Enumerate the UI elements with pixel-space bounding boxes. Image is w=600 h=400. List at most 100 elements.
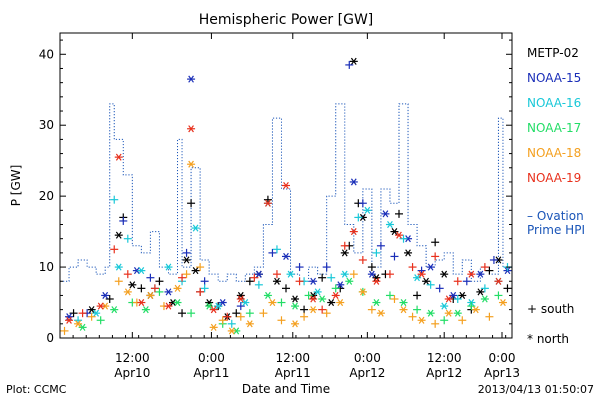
data-point <box>385 220 394 229</box>
data-point <box>413 291 422 300</box>
legend-item: NOAA-18 <box>527 146 581 160</box>
data-point <box>223 312 232 321</box>
series-noaa-17 <box>78 277 503 335</box>
data-point <box>236 295 245 303</box>
data-point <box>372 298 381 307</box>
data-point <box>431 252 440 261</box>
x-tick-label-date: Apr11 <box>193 366 229 380</box>
data-point <box>367 263 376 272</box>
data-point <box>381 210 390 218</box>
x-tick-label-date: Apr13 <box>484 366 520 380</box>
data-point <box>96 316 105 325</box>
x-tick-label-time: 12:00 <box>115 351 150 365</box>
data-point <box>78 309 87 318</box>
data-point <box>345 277 354 285</box>
data-point <box>390 294 399 303</box>
data-point <box>191 224 200 232</box>
data-point <box>259 309 268 318</box>
data-point <box>309 295 318 303</box>
data-point <box>485 312 494 321</box>
data-point <box>372 277 381 285</box>
data-point <box>331 291 340 300</box>
data-point <box>187 160 196 168</box>
legend-item: METP-02 <box>527 46 579 60</box>
data-point <box>96 302 105 310</box>
data-point <box>376 241 385 250</box>
data-point <box>444 309 453 317</box>
data-point <box>390 228 399 236</box>
data-point <box>92 309 101 317</box>
data-point <box>449 291 458 300</box>
legend-north: * north <box>527 332 569 346</box>
data-point <box>431 319 440 328</box>
data-point <box>164 263 173 271</box>
data-point <box>476 270 485 278</box>
data-point <box>214 302 223 310</box>
series-noaa-19 <box>65 125 503 324</box>
data-point <box>196 287 205 296</box>
y-tick-label: 0 <box>46 331 54 345</box>
data-point <box>404 249 413 257</box>
data-point <box>408 263 417 272</box>
data-point <box>218 316 227 325</box>
data-point <box>309 277 318 285</box>
y-axis-title: P [GW] <box>9 165 23 207</box>
data-point <box>295 263 304 272</box>
data-point <box>209 306 218 314</box>
data-point <box>494 291 503 300</box>
data-point <box>435 284 444 293</box>
data-point <box>480 263 489 272</box>
data-point <box>327 273 336 282</box>
data-point <box>78 323 87 331</box>
plot-credit: Plot: CCMC <box>6 383 67 396</box>
data-point <box>494 277 503 285</box>
data-point <box>498 298 507 307</box>
data-point <box>123 270 132 279</box>
data-point <box>150 284 159 293</box>
data-point <box>485 266 494 275</box>
x-tick-label-date: Apr12 <box>426 366 462 380</box>
data-point <box>282 181 290 190</box>
data-point <box>227 327 236 335</box>
data-point <box>376 309 385 317</box>
x-tick-label-date: Apr11 <box>275 366 311 380</box>
data-point <box>431 238 440 247</box>
x-tick-label-time: 0:00 <box>354 351 381 365</box>
data-point <box>399 306 408 314</box>
data-point <box>309 306 318 314</box>
x-tick-label-time: 12:00 <box>275 351 310 365</box>
data-point <box>110 245 119 254</box>
legend-item: NOAA-15 <box>527 71 581 85</box>
data-point <box>205 298 214 307</box>
data-point <box>105 294 114 303</box>
data-point <box>218 298 227 307</box>
data-point <box>480 295 489 303</box>
data-point <box>444 295 453 303</box>
data-point <box>367 305 376 314</box>
data-point <box>200 284 209 293</box>
data-point <box>417 316 426 324</box>
data-point <box>417 270 426 278</box>
data-point <box>318 305 327 314</box>
data-point <box>300 312 309 321</box>
data-point <box>286 270 295 278</box>
data-point <box>476 288 485 296</box>
data-point <box>277 316 286 325</box>
data-point <box>155 277 164 286</box>
data-point <box>282 284 290 293</box>
series-noaa-15 <box>65 60 512 321</box>
legend-south: + south <box>527 302 574 316</box>
data-point <box>114 263 123 271</box>
data-point <box>318 273 327 282</box>
legend-item: NOAA-19 <box>527 171 581 185</box>
plot-timestamp: 2013/04/13 01:50:07 <box>478 383 594 396</box>
data-point <box>178 309 187 318</box>
data-point <box>367 270 376 278</box>
data-point <box>123 288 132 296</box>
data-point <box>74 320 83 328</box>
data-point <box>200 277 209 286</box>
data-point <box>458 291 467 300</box>
data-point <box>390 252 399 261</box>
data-point <box>349 270 358 279</box>
data-point <box>395 209 403 218</box>
